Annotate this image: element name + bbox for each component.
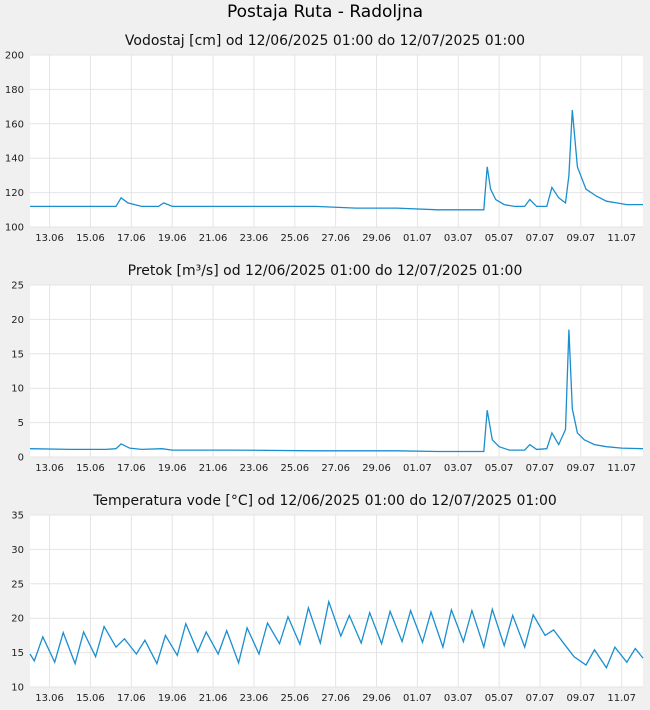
x-tick-label: 11.07 <box>607 233 636 244</box>
series-line <box>29 599 644 670</box>
x-tick-label: 25.06 <box>280 463 309 474</box>
y-tick-label: 25 <box>11 281 24 292</box>
x-tick-label: 03.07 <box>444 233 473 244</box>
chart-title: Temperatura vode [°C] od 12/06/2025 01:0… <box>92 493 557 509</box>
x-tick-label: 09.07 <box>567 233 596 244</box>
x-tick-label: 03.07 <box>444 693 473 704</box>
x-tick-label: 29.06 <box>362 693 391 704</box>
y-tick-label: 15 <box>11 648 24 659</box>
x-tick-label: 21.06 <box>199 463 228 474</box>
page-title: Postaja Ruta - Radoljna <box>226 2 424 22</box>
x-tick-label: 15.06 <box>76 233 105 244</box>
x-tick-label: 05.07 <box>485 233 514 244</box>
x-tick-label: 09.07 <box>567 693 596 704</box>
x-tick-label: 01.07 <box>403 693 432 704</box>
x-tick-label: 21.06 <box>199 233 228 244</box>
plot-area <box>30 55 643 227</box>
x-tick-label: 27.06 <box>321 463 350 474</box>
y-tick-label: 15 <box>11 349 24 360</box>
x-tick-label: 27.06 <box>321 693 350 704</box>
y-tick-label: 10 <box>11 384 24 395</box>
y-tick-label: 180 <box>5 85 24 96</box>
plot-area <box>30 515 643 687</box>
chart-title: Vodostaj [cm] od 12/06/2025 01:00 do 12/… <box>125 33 525 49</box>
y-tick-label: 20 <box>11 614 24 625</box>
x-tick-label: 29.06 <box>362 463 391 474</box>
x-tick-label: 19.06 <box>158 233 187 244</box>
x-tick-label: 23.06 <box>240 693 269 704</box>
y-tick-label: 140 <box>5 154 24 165</box>
y-tick-label: 5 <box>18 418 24 429</box>
x-tick-label: 09.07 <box>567 463 596 474</box>
y-tick-label: 10 <box>11 683 24 694</box>
x-tick-label: 17.06 <box>117 693 146 704</box>
y-tick-label: 200 <box>5 51 24 62</box>
chart-panel-2: Pretok [m³/s] od 12/06/2025 01:00 do 12/… <box>11 263 644 474</box>
x-tick-label: 17.06 <box>117 463 146 474</box>
x-tick-label: 19.06 <box>158 693 187 704</box>
y-tick-label: 35 <box>11 511 24 522</box>
series-line <box>29 329 644 453</box>
x-tick-label: 05.07 <box>485 463 514 474</box>
x-tick-label: 25.06 <box>280 693 309 704</box>
x-tick-label: 07.07 <box>526 693 555 704</box>
x-tick-label: 23.06 <box>240 233 269 244</box>
x-tick-label: 25.06 <box>280 233 309 244</box>
x-tick-label: 03.07 <box>444 463 473 474</box>
x-tick-label: 07.07 <box>526 233 555 244</box>
y-tick-label: 0 <box>18 453 24 464</box>
x-tick-label: 13.06 <box>35 693 64 704</box>
x-tick-label: 07.07 <box>526 463 555 474</box>
y-tick-label: 100 <box>5 223 24 234</box>
x-tick-label: 15.06 <box>76 693 105 704</box>
plot-area <box>30 285 643 457</box>
series-line <box>30 109 643 211</box>
x-tick-label: 13.06 <box>35 463 64 474</box>
x-tick-label: 01.07 <box>403 233 432 244</box>
x-tick-label: 11.07 <box>607 463 636 474</box>
x-tick-label: 19.06 <box>158 463 187 474</box>
x-tick-label: 01.07 <box>403 463 432 474</box>
y-tick-label: 20 <box>11 315 24 326</box>
chart-panel-1: Vodostaj [cm] od 12/06/2025 01:00 do 12/… <box>5 33 643 244</box>
y-tick-label: 30 <box>11 545 24 556</box>
y-tick-label: 160 <box>5 119 24 130</box>
y-tick-label: 120 <box>5 188 24 199</box>
x-tick-label: 29.06 <box>362 233 391 244</box>
x-tick-label: 11.07 <box>607 693 636 704</box>
chart-panel-3: Temperatura vode [°C] od 12/06/2025 01:0… <box>11 493 644 704</box>
y-tick-label: 25 <box>11 579 24 590</box>
x-tick-label: 23.06 <box>240 463 269 474</box>
x-tick-label: 15.06 <box>76 463 105 474</box>
chart-title: Pretok [m³/s] od 12/06/2025 01:00 do 12/… <box>128 263 523 279</box>
x-tick-label: 17.06 <box>117 233 146 244</box>
x-tick-label: 13.06 <box>35 233 64 244</box>
x-tick-label: 27.06 <box>321 233 350 244</box>
x-tick-label: 05.07 <box>485 693 514 704</box>
x-tick-label: 21.06 <box>199 693 228 704</box>
